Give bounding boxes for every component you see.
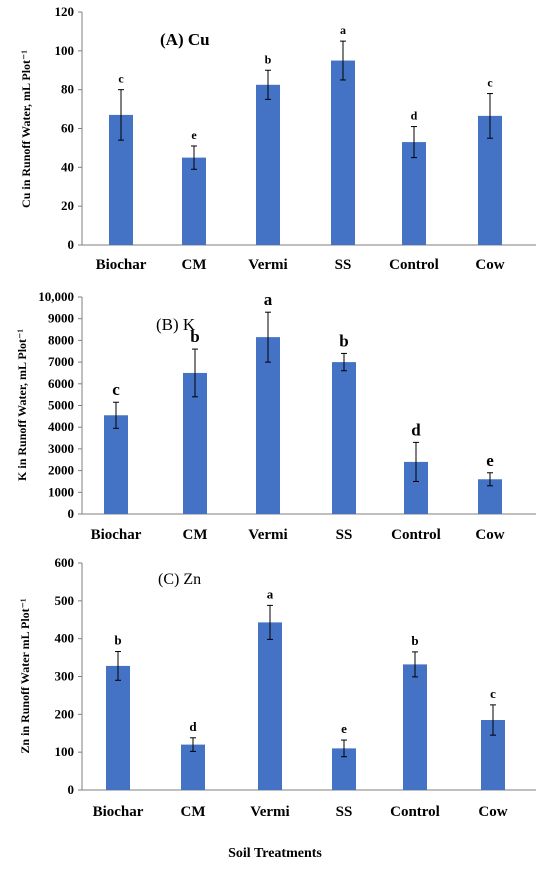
y-tick-label: 80 xyxy=(61,82,74,97)
significance-letter: e xyxy=(191,128,197,142)
y-axis-label: Zn in Runoff Water mL Plot⁻¹ xyxy=(18,598,32,754)
significance-letter: b xyxy=(339,331,348,350)
chart-panel-1: 0 20 40 60 80 100 120 c Biochar e CM b Vermi a SS d Cont… xyxy=(19,4,536,273)
y-tick-label: 7000 xyxy=(48,354,74,369)
chart-title: (C) Zn xyxy=(158,571,201,588)
x-tick-label: CM xyxy=(181,804,206,820)
y-tick-label: 4000 xyxy=(48,419,74,434)
x-tick-label: Vermi xyxy=(248,527,287,543)
bar-cm xyxy=(182,157,206,245)
y-tick-label: 1000 xyxy=(48,484,74,499)
x-tick-label: Biochar xyxy=(91,527,142,543)
bar-ss xyxy=(331,60,355,245)
y-tick-label: 60 xyxy=(61,121,74,136)
y-tick-label: 200 xyxy=(55,706,75,721)
y-tick-label: 100 xyxy=(55,43,75,58)
significance-letter: d xyxy=(411,109,418,123)
y-tick-label: 20 xyxy=(61,198,74,213)
x-tick-label: Vermi xyxy=(248,257,287,273)
x-tick-label: SS xyxy=(335,257,352,273)
chart-title: (B) K xyxy=(156,315,196,334)
significance-letter: b xyxy=(190,327,199,346)
y-tick-label: 0 xyxy=(68,782,75,797)
y-tick-label: 9000 xyxy=(48,311,74,326)
x-tick-label: Control xyxy=(391,527,441,543)
significance-letter: b xyxy=(411,633,418,648)
y-tick-label: 0 xyxy=(68,506,75,521)
y-tick-label: 10,000 xyxy=(38,289,74,304)
x-tick-label: Biochar xyxy=(96,257,147,273)
significance-letter: d xyxy=(189,719,197,734)
x-tick-label: SS xyxy=(336,527,353,543)
significance-letter: c xyxy=(487,76,493,90)
bar-control xyxy=(403,664,427,790)
x-tick-label: SS xyxy=(336,804,353,820)
bar-biochar xyxy=(106,665,130,790)
chart-panel-2: 0 1000 2000 3000 4000 5000 6000 7000 8000 9000 10,… xyxy=(15,289,536,543)
x-tick-label: Biochar xyxy=(93,804,144,820)
significance-letter: a xyxy=(264,290,273,309)
y-tick-label: 2000 xyxy=(48,463,74,478)
significance-letter: a xyxy=(340,23,346,37)
significance-letter: c xyxy=(118,72,124,86)
x-tick-label: Vermi xyxy=(250,804,289,820)
bar-control xyxy=(402,142,426,245)
y-tick-label: 40 xyxy=(61,159,74,174)
x-tick-label: Control xyxy=(390,804,440,820)
y-axis-label: Cu in Runoff Water, mL Plot⁻¹ xyxy=(19,50,33,208)
y-tick-label: 5000 xyxy=(48,398,74,413)
x-tick-label: Cow xyxy=(475,257,504,273)
x-axis-label: Soil Treatments xyxy=(228,846,322,861)
x-tick-label: CM xyxy=(182,257,207,273)
significance-letter: b xyxy=(265,52,272,66)
chart-title: (A) Cu xyxy=(160,30,210,49)
significance-letter: e xyxy=(486,451,494,470)
x-tick-label: Cow xyxy=(475,527,504,543)
y-tick-label: 100 xyxy=(55,744,75,759)
bar-vermi xyxy=(256,84,280,245)
significance-letter: c xyxy=(490,686,496,701)
y-tick-label: 0 xyxy=(68,237,75,252)
y-tick-label: 300 xyxy=(55,669,75,684)
x-tick-label: CM xyxy=(183,527,208,543)
bar-vermi xyxy=(258,622,282,790)
significance-letter: b xyxy=(114,633,121,648)
y-tick-label: 6000 xyxy=(48,376,74,391)
significance-letter: e xyxy=(341,721,347,736)
significance-letter: a xyxy=(267,586,274,601)
y-tick-label: 120 xyxy=(55,4,75,19)
bar-vermi xyxy=(256,337,280,514)
significance-letter: c xyxy=(112,380,120,399)
bar-biochar xyxy=(104,415,128,514)
y-tick-label: 500 xyxy=(55,593,75,608)
x-tick-label: Control xyxy=(389,257,439,273)
y-tick-label: 600 xyxy=(55,555,75,570)
x-tick-label: Cow xyxy=(478,804,507,820)
bar-cm xyxy=(181,744,205,790)
chart-panel-3: 0 100 200 300 400 500 600 b Biochar d CM a Vermi e SS b… xyxy=(18,555,536,861)
y-tick-label: 400 xyxy=(55,631,75,646)
y-tick-label: 3000 xyxy=(48,441,74,456)
y-tick-label: 8000 xyxy=(48,332,74,347)
y-axis-label: K in Runoff Water, mL Plot⁻¹ xyxy=(15,329,29,481)
significance-letter: d xyxy=(411,420,421,439)
bar-ss xyxy=(332,362,356,514)
